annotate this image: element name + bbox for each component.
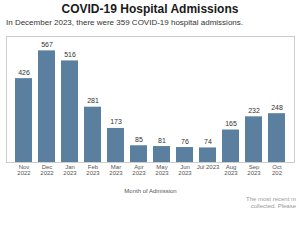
- svg-text:Nov2022: Nov2022: [17, 164, 31, 176]
- svg-text:248: 248: [271, 104, 283, 111]
- svg-text:85: 85: [135, 136, 143, 143]
- svg-text:81: 81: [158, 137, 166, 144]
- svg-text:232: 232: [248, 107, 260, 114]
- svg-text:Aug2023: Aug2023: [224, 164, 238, 176]
- html-text:In December 2023, there were 3: In December 2023, there were 359 COVID-1…: [6, 18, 243, 27]
- svg-text:173: 173: [110, 118, 122, 125]
- svg-text:516: 516: [64, 51, 76, 58]
- svg-text:426: 426: [18, 69, 30, 76]
- svg-text:May2023: May2023: [155, 164, 169, 176]
- svg-text:Jul 2023: Jul 2023: [197, 164, 220, 170]
- svg-text:74: 74: [204, 138, 212, 145]
- svg-text:76: 76: [181, 138, 189, 145]
- svg-text:Apr2023: Apr2023: [132, 164, 146, 176]
- svg-text:Sep2023: Sep2023: [247, 164, 261, 176]
- html-text:The most recent m collected. P: The most recent m collected. Please: [246, 196, 296, 209]
- svg-text:Jun2023: Jun2023: [178, 164, 192, 176]
- svg-text:Feb2023: Feb2023: [86, 164, 100, 176]
- svg-text:Jan2023: Jan2023: [63, 164, 77, 176]
- svg-text:Mar2023: Mar2023: [109, 164, 123, 176]
- svg-text:Month of Admission: Month of Admission: [124, 188, 176, 194]
- html-text:COVID-19 Hospital Admissions: COVID-19 Hospital Admissions: [61, 2, 239, 16]
- svg-text:281: 281: [87, 97, 99, 104]
- svg-text:Oct202: Oct202: [272, 164, 283, 176]
- svg-text:165: 165: [225, 120, 237, 127]
- svg-text:567: 567: [41, 41, 53, 48]
- svg-text:Dec2022: Dec2022: [40, 164, 54, 176]
